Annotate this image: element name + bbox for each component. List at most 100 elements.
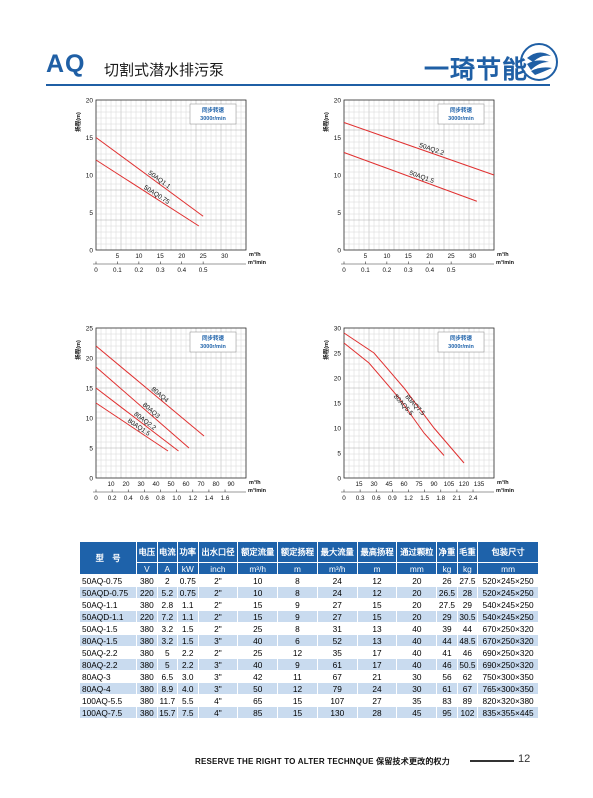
table-row: 50AQ-1.1 380 2.8 1.1 2" 15 9 27 15 20 27.5 29 540×24… [78,598,539,611]
y-tick-label: 15 [334,401,342,408]
spec-cell: 4" [197,694,239,707]
plot-frame [343,327,495,479]
spec-cell: 40 [237,634,279,647]
x2-tick-label: 1.2 [188,495,197,502]
spec-cell: 2" [197,610,239,623]
spec-cell: 25 [237,622,279,635]
x-tick-label: 20 [122,481,130,488]
spec-cell: 89 [456,694,479,707]
y-axis-label: 扬程(m) [74,340,82,360]
performance-chart-50aq-small: 0 5 10 15 20 扬程(m) 5 10 15 20 25 30 0 0.1 0.2 0.3 0.4 0.5… [74,98,267,275]
spec-cell: 24 [356,682,398,695]
spec-unit-cell: m³/h [237,562,279,575]
x2-tick-label: 0.4 [124,495,133,502]
x-unit-bottom: m³/min [496,487,515,494]
spec-cell: 40 [396,634,438,647]
x-tick-label: 80 [212,481,220,488]
spec-cell: 45 [396,706,438,719]
spec-cell: 29 [456,598,479,611]
spec-cell: 690×250×320 [477,646,539,659]
spec-cell: 15 [237,610,279,623]
y-tick-label: 5 [337,210,341,217]
spec-cell: 10 [237,586,279,599]
x2-tick-label: 0.3 [356,495,365,502]
spec-cell: 380 [136,706,158,719]
spec-cell: 8 [277,622,318,635]
spec-header-cell: 电流 [156,541,179,563]
speed-note-value: 3000r/min [200,344,226,350]
x2-tick-label: 0.1 [361,267,370,274]
speed-note-title: 同步转速 [202,334,225,342]
spec-header-cell: 通过颗粒 [396,541,438,563]
table-row: 100AQ-5.5 380 11.7 5.5 4" 65 15 107 27 35 83 89 820×… [78,694,539,707]
table-row: 80AQ-4 380 8.9 4.0 3" 50 12 79 24 30 61 67 765×300×3… [78,682,539,695]
spec-cell: 380 [136,694,158,707]
y-tick-label: 0 [337,248,341,255]
spec-cell: 102 [456,706,479,719]
spec-cell: 40 [396,646,438,659]
x2-tick-label: 1.8 [436,495,445,502]
speed-note-title: 同步转速 [450,334,473,342]
speed-note-box [437,103,485,125]
spec-cell: 520×245×250 [477,574,539,587]
spec-cell: 520×245×250 [477,586,539,599]
spec-cell: 3" [197,634,239,647]
spec-unit-cell: m [356,562,398,575]
performance-chart-80aq-large: 0 5 10 15 20 25 30 扬程(m) 15 30 45 60 75 90 105 120 135 0 0… [322,326,515,503]
spec-cell: 3.0 [177,670,199,683]
y-tick-label: 10 [334,173,342,180]
spec-cell: 15 [237,598,279,611]
spec-cell: 0.75 [177,586,199,599]
x-unit-bottom: m³/min [496,259,515,266]
x2-tick-label: 2.4 [469,495,478,502]
series-label: 80AQ4 [150,386,170,405]
spec-cell: 2" [197,622,239,635]
series-line [343,332,465,464]
spec-header-cell: 包装尺寸 [477,541,539,563]
y-tick-label: 25 [86,326,94,333]
y-tick-label: 5 [337,451,341,458]
chart-grid [343,327,495,479]
x-tick-label: 20 [426,253,434,260]
spec-unit-cell: V [136,562,158,575]
table-row: 50AQ-2.2 380 5 2.2 2" 25 12 35 17 40 41 46 690×250×3… [78,646,539,659]
y-tick-label: 20 [334,98,342,105]
model-cell: 50AQ-1.5 [78,622,138,635]
speed-note-box [189,331,237,353]
spec-cell: 15.7 [156,706,179,719]
x2-tick-label: 1.4 [205,495,214,502]
x-tick-label: 70 [197,481,205,488]
table-row: 80AQ-2.2 380 5 2.2 3" 40 9 61 17 40 46 50.5 690×250×… [78,658,539,671]
spec-cell: 2" [197,586,239,599]
spec-cell: 79 [316,682,358,695]
spec-cell: 10 [237,574,279,587]
x-tick-label: 5 [116,253,120,260]
x-tick-label: 30 [469,253,477,260]
spec-cell: 1.5 [177,634,199,647]
spec-unit-cell: m³/h [316,562,358,575]
x2-tick-label: 0 [94,495,98,502]
spec-cell: 11.7 [156,694,179,707]
speed-note: 同步转速 3000r/min [189,331,237,353]
header-rule [46,84,550,86]
spec-cell: 670×250×320 [477,634,539,647]
x2-tick-label: 0.4 [177,267,186,274]
spec-cell: 2 [156,574,179,587]
spec-cell: 3" [197,658,239,671]
spec-cell: 11 [277,670,318,683]
spec-cell: 7.5 [177,706,199,719]
spec-cell: 220 [136,586,158,599]
x-tick-label: 40 [152,481,160,488]
spec-cell: 28 [456,586,479,599]
spec-cell: 220 [136,610,158,623]
spec-cell: 6.5 [156,670,179,683]
speed-note-title: 同步转速 [202,106,225,114]
y-axis-label: 扬程(m) [322,340,330,360]
spec-cell: 27 [316,610,358,623]
spec-cell: 40 [396,658,438,671]
model-cell: 50AQ-1.1 [78,598,138,611]
spec-header-cell: 额定扬程 [277,541,318,563]
performance-chart-80aq-small: 0 5 10 15 20 25 扬程(m) 10 20 30 40 50 60 70 80 90 0 0.2 0.4… [74,326,267,503]
spec-cell: 3.2 [156,622,179,635]
y-axis-label: 扬程(m) [322,112,330,132]
